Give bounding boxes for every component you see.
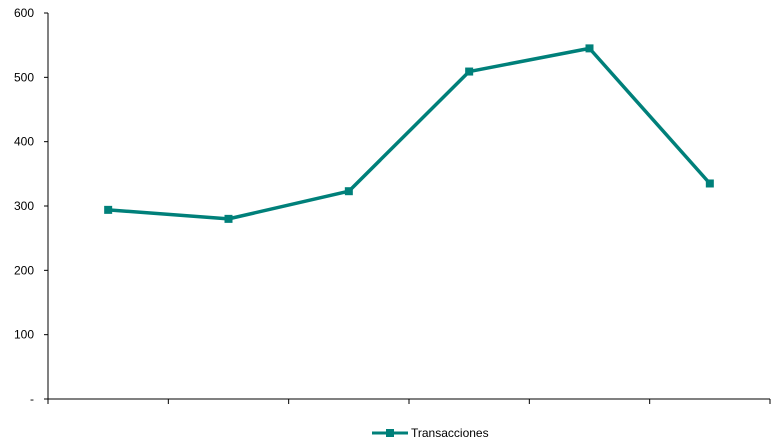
series-line <box>108 46 712 221</box>
data-point-marker <box>104 205 113 214</box>
y-tick-label: - <box>30 392 34 406</box>
data-point-marker <box>344 187 353 196</box>
y-tick-label: 600 <box>14 6 34 20</box>
series-layer <box>104 44 714 223</box>
data-point-marker <box>585 44 594 53</box>
y-axis-ticks: - 100 200 300 400 500 600 <box>14 6 48 406</box>
data-point-marker <box>224 214 233 223</box>
legend-marker-swatch <box>386 429 394 437</box>
y-tick-label: 400 <box>14 135 34 149</box>
y-tick-label: 300 <box>14 199 34 213</box>
x-axis-ticks <box>47 399 771 404</box>
legend-label: Transacciones <box>411 426 489 440</box>
y-tick-label: 100 <box>14 328 34 342</box>
data-point-marker <box>705 179 714 188</box>
y-tick-label: 200 <box>14 263 34 277</box>
data-point-marker <box>465 67 474 76</box>
y-tick-label: 500 <box>14 70 34 84</box>
legend: Transacciones <box>372 426 489 440</box>
